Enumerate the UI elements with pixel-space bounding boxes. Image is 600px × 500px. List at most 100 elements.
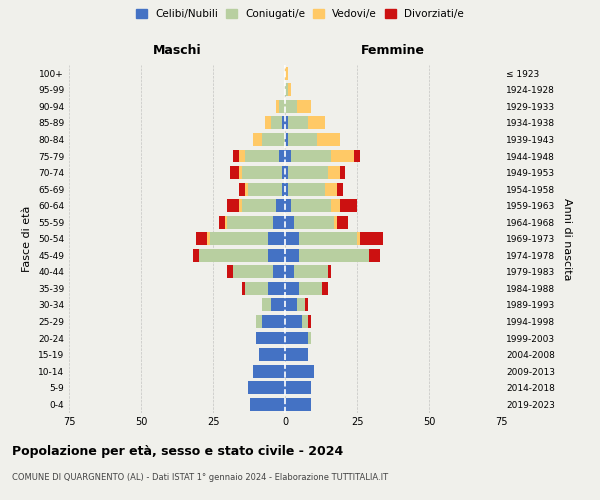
Bar: [227, 216, 274, 228]
Bar: [282, 166, 285, 179]
Bar: [274, 216, 285, 228]
Bar: [285, 298, 296, 312]
Bar: [253, 133, 262, 146]
Legend: Celibi/Nubili, Coniugati/e, Vedovi/e, Divorziati/e: Celibi/Nubili, Coniugati/e, Vedovi/e, Di…: [132, 5, 468, 24]
Bar: [259, 348, 285, 361]
Bar: [288, 116, 308, 130]
Bar: [271, 298, 285, 312]
Bar: [268, 232, 285, 245]
Bar: [248, 381, 285, 394]
Bar: [302, 315, 308, 328]
Y-axis label: Anni di nascita: Anni di nascita: [562, 198, 572, 280]
Bar: [193, 249, 199, 262]
Bar: [308, 116, 325, 130]
Bar: [239, 166, 242, 179]
Bar: [293, 266, 328, 278]
Bar: [285, 381, 311, 394]
Bar: [285, 364, 314, 378]
Bar: [227, 266, 233, 278]
Bar: [239, 182, 245, 196]
Bar: [207, 232, 210, 245]
Bar: [233, 266, 274, 278]
Bar: [277, 100, 279, 113]
Bar: [288, 166, 328, 179]
Bar: [285, 116, 288, 130]
Bar: [285, 182, 288, 196]
Bar: [288, 133, 317, 146]
Bar: [299, 249, 368, 262]
Bar: [331, 150, 354, 162]
Bar: [334, 216, 337, 228]
Text: Femmine: Femmine: [361, 44, 425, 57]
Bar: [279, 150, 285, 162]
Text: Popolazione per età, sesso e stato civile - 2024: Popolazione per età, sesso e stato civil…: [12, 445, 343, 458]
Bar: [245, 182, 248, 196]
Bar: [262, 315, 285, 328]
Bar: [268, 249, 285, 262]
Bar: [299, 232, 357, 245]
Bar: [196, 232, 207, 245]
Bar: [360, 232, 383, 245]
Bar: [219, 216, 224, 228]
Bar: [293, 216, 334, 228]
Bar: [291, 199, 331, 212]
Bar: [296, 298, 305, 312]
Bar: [340, 199, 357, 212]
Bar: [285, 216, 293, 228]
Bar: [325, 182, 337, 196]
Bar: [285, 67, 288, 80]
Bar: [285, 398, 311, 410]
Bar: [285, 100, 296, 113]
Bar: [285, 199, 291, 212]
Bar: [274, 266, 285, 278]
Bar: [245, 150, 279, 162]
Bar: [248, 182, 282, 196]
Bar: [233, 150, 239, 162]
Bar: [305, 298, 308, 312]
Bar: [288, 84, 291, 96]
Bar: [285, 133, 288, 146]
Bar: [256, 332, 285, 344]
Bar: [357, 232, 360, 245]
Bar: [288, 182, 325, 196]
Bar: [268, 282, 285, 295]
Bar: [322, 282, 328, 295]
Bar: [242, 166, 282, 179]
Bar: [265, 116, 271, 130]
Bar: [271, 116, 282, 130]
Bar: [199, 249, 268, 262]
Bar: [262, 298, 271, 312]
Bar: [227, 199, 239, 212]
Bar: [224, 216, 227, 228]
Bar: [308, 332, 311, 344]
Bar: [285, 166, 288, 179]
Bar: [328, 166, 340, 179]
Bar: [337, 216, 349, 228]
Bar: [368, 249, 380, 262]
Bar: [337, 182, 343, 196]
Bar: [285, 249, 299, 262]
Bar: [210, 232, 268, 245]
Bar: [250, 398, 285, 410]
Bar: [279, 100, 285, 113]
Bar: [328, 266, 331, 278]
Bar: [299, 282, 322, 295]
Bar: [253, 364, 285, 378]
Bar: [285, 266, 293, 278]
Bar: [296, 100, 311, 113]
Bar: [262, 133, 285, 146]
Bar: [285, 232, 299, 245]
Bar: [256, 315, 262, 328]
Bar: [340, 166, 346, 179]
Bar: [285, 84, 288, 96]
Bar: [285, 332, 308, 344]
Bar: [331, 199, 340, 212]
Bar: [308, 315, 311, 328]
Y-axis label: Fasce di età: Fasce di età: [22, 206, 32, 272]
Bar: [285, 150, 291, 162]
Bar: [242, 199, 277, 212]
Bar: [282, 116, 285, 130]
Bar: [317, 133, 340, 146]
Bar: [291, 150, 331, 162]
Bar: [285, 315, 302, 328]
